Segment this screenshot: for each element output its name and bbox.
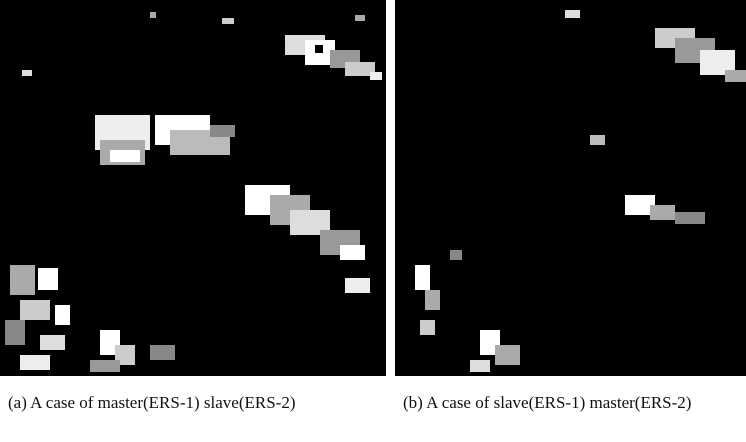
panel-b (395, 0, 746, 376)
figure-images (0, 0, 746, 378)
page: (a) A case of master(ERS-1) slave(ERS-2)… (0, 0, 746, 442)
caption: (a) A case of master(ERS-1) slave(ERS-2) (8, 393, 296, 413)
caption: (b) A case of slave(ERS-1) master(ERS-2) (403, 393, 691, 413)
panel-a (0, 0, 386, 376)
